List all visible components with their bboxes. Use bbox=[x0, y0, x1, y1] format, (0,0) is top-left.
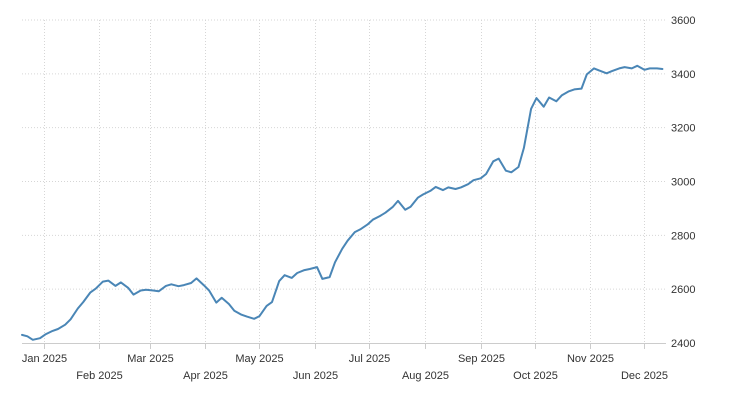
y-tick-label: 2400 bbox=[671, 338, 695, 350]
y-tick-label: 3200 bbox=[671, 123, 695, 135]
grid bbox=[22, 19, 666, 343]
y-tick-label: 3400 bbox=[671, 69, 695, 81]
y-tick-label: 3000 bbox=[671, 177, 695, 189]
x-tick-label: Aug 2025 bbox=[402, 370, 449, 382]
x-tick-label: Sep 2025 bbox=[458, 353, 505, 365]
x-tick-label: Feb 2025 bbox=[76, 370, 122, 382]
y-tick-label: 2800 bbox=[671, 230, 695, 242]
x-tick-label: Nov 2025 bbox=[567, 353, 614, 365]
x-tick-label: Jan 2025 bbox=[22, 353, 67, 365]
y-axis: 2400 2600 2800 3000 3200 3400 3600 bbox=[671, 15, 695, 350]
y-tick-label: 3600 bbox=[671, 15, 695, 27]
x-axis-labels: Jan 2025 Mar 2025 May 2025 Jul 2025 Sep 2025… bbox=[22, 353, 668, 382]
y-tick-label: 2600 bbox=[671, 284, 695, 296]
x-tick-label: Apr 2025 bbox=[183, 370, 228, 382]
x-tick-label: Jul 2025 bbox=[349, 353, 391, 365]
x-tick-label: Dec 2025 bbox=[621, 370, 668, 382]
x-tick-label: Jun 2025 bbox=[293, 370, 338, 382]
series-line bbox=[21, 64, 664, 341]
x-tick-label: May 2025 bbox=[235, 353, 283, 365]
x-tick-label: Mar 2025 bbox=[127, 353, 173, 365]
series-layer bbox=[21, 64, 664, 341]
x-tick-label: Oct 2025 bbox=[513, 370, 558, 382]
x-axis bbox=[22, 343, 666, 349]
